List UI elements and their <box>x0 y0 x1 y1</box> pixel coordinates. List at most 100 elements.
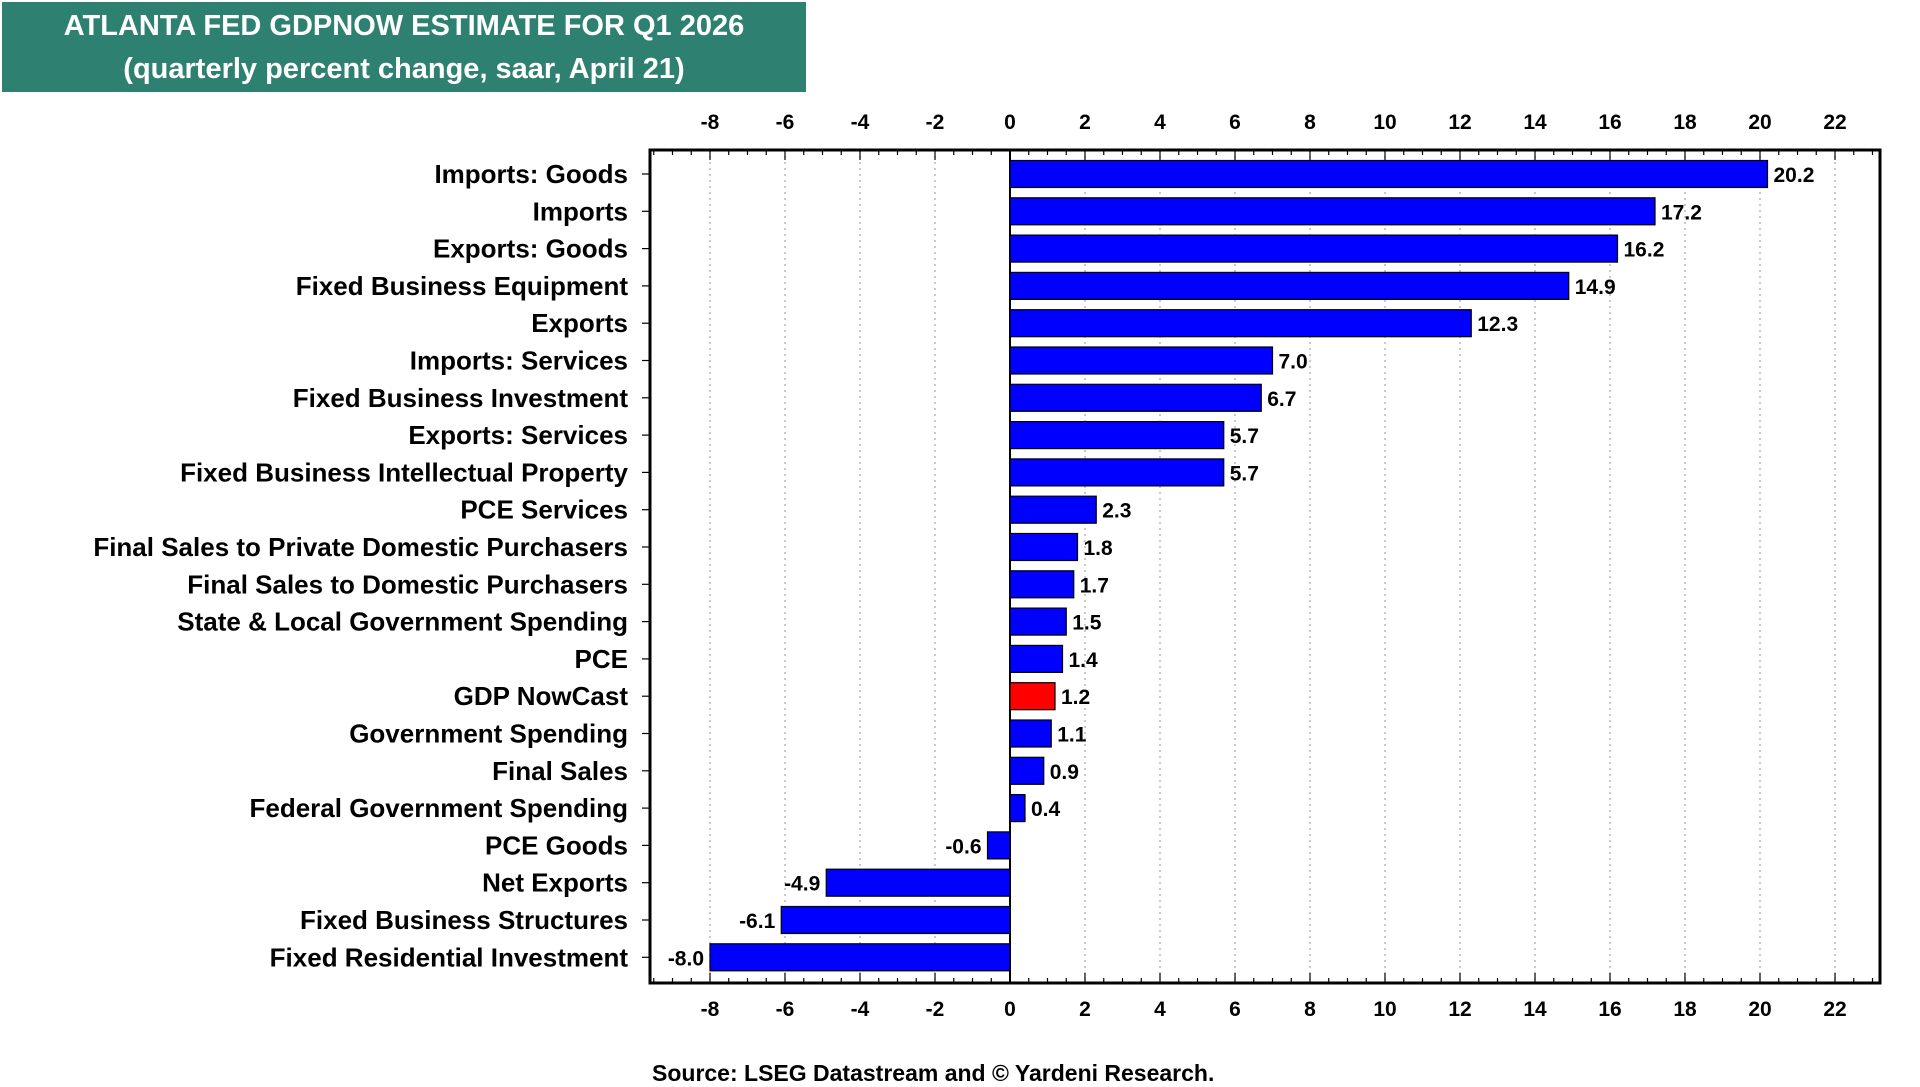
value-label: -0.6 <box>945 835 981 858</box>
bottom-tick-label: 8 <box>1304 998 1316 1021</box>
top-tick-label: 14 <box>1523 111 1547 134</box>
bottom-tick-label: 12 <box>1448 998 1471 1021</box>
category-label: Imports <box>533 196 628 226</box>
bottom-tick-label: 6 <box>1229 998 1241 1021</box>
category-label: Final Sales to Domestic Purchasers <box>187 569 628 599</box>
bar <box>1009 719 1052 748</box>
bar <box>1009 682 1056 711</box>
value-label: 14.9 <box>1575 276 1616 299</box>
bar <box>986 831 1011 860</box>
top-tick-label: -8 <box>701 111 720 134</box>
value-label: 20.2 <box>1774 164 1815 187</box>
bar <box>1009 495 1097 524</box>
top-tick-label: 2 <box>1079 111 1091 134</box>
bar <box>1009 532 1079 562</box>
bar <box>1009 234 1619 263</box>
value-label: -4.9 <box>784 873 820 896</box>
bar <box>1009 570 1075 599</box>
source-note: Source: LSEG Datastream and © Yardeni Re… <box>652 1060 1215 1086</box>
chart-title: ATLANTA FED GDPNOW ESTIMATE FOR Q1 2026 <box>63 10 745 42</box>
category-label: Fixed Business Equipment <box>296 271 629 301</box>
top-tick-label: 10 <box>1373 111 1396 134</box>
bar <box>709 943 1011 972</box>
bottom-tick-label: -4 <box>851 998 870 1021</box>
value-label: 1.4 <box>1069 649 1099 672</box>
category-label: Exports: Services <box>408 420 628 450</box>
category-label: Imports: Goods <box>434 159 628 189</box>
category-label: State & Local Government Spending <box>177 607 628 637</box>
value-label: 1.7 <box>1080 574 1109 597</box>
top-tick-label: 16 <box>1598 111 1621 134</box>
top-tick-label: 18 <box>1673 111 1697 134</box>
bottom-tick-label: 2 <box>1079 998 1091 1021</box>
bar <box>1009 607 1067 636</box>
bottom-tick-label: -8 <box>701 998 720 1021</box>
category-label: Imports: Services <box>410 346 628 376</box>
top-tick-label: 8 <box>1304 111 1316 134</box>
category-label: Exports: Goods <box>433 234 628 264</box>
value-label: 5.7 <box>1230 425 1259 448</box>
bar <box>1009 346 1274 375</box>
value-label: 0.4 <box>1031 798 1061 821</box>
value-label: 7.0 <box>1279 351 1308 374</box>
category-label: Fixed Business Investment <box>293 383 629 413</box>
bottom-tick-label: 10 <box>1373 998 1396 1021</box>
value-label: 1.5 <box>1072 612 1102 635</box>
bar <box>1009 644 1064 674</box>
bar <box>1009 383 1262 412</box>
category-label: PCE Services <box>460 495 628 525</box>
bar <box>825 868 1011 897</box>
category-label: Federal Government Spending <box>249 793 628 823</box>
category-label: Fixed Residential Investment <box>270 942 629 972</box>
value-label: 2.3 <box>1102 500 1131 523</box>
category-label: Government Spending <box>349 719 628 749</box>
value-label: 1.1 <box>1057 724 1087 747</box>
bottom-tick-label: 16 <box>1598 998 1621 1021</box>
bottom-tick-label: 14 <box>1523 998 1547 1021</box>
value-label: 0.9 <box>1050 761 1079 784</box>
bottom-tick-label: 22 <box>1823 998 1846 1021</box>
bar <box>780 905 1011 935</box>
top-tick-label: 20 <box>1748 111 1771 134</box>
bottom-tick-label: 4 <box>1154 998 1166 1021</box>
bottom-tick-label: 0 <box>1004 998 1016 1021</box>
value-label: 6.7 <box>1267 388 1296 411</box>
value-label: 5.7 <box>1230 462 1259 485</box>
category-label: Net Exports <box>482 868 628 898</box>
top-tick-label: 6 <box>1229 111 1241 134</box>
top-tick-label: -2 <box>926 111 945 134</box>
top-tick-label: -4 <box>851 111 870 134</box>
category-label: Fixed Business Intellectual Property <box>180 457 628 487</box>
bottom-tick-label: 18 <box>1673 998 1697 1021</box>
bar <box>1009 421 1225 450</box>
bottom-tick-label: -2 <box>926 998 945 1021</box>
bottom-tick-label: 20 <box>1748 998 1771 1021</box>
bar <box>1009 458 1225 487</box>
plot-frame <box>648 148 1882 985</box>
category-label: PCE <box>575 644 628 674</box>
category-label: Final Sales to Private Domestic Purchase… <box>93 532 628 562</box>
top-tick-label: -6 <box>776 111 795 134</box>
top-tick-label: 22 <box>1823 111 1846 134</box>
category-label: Final Sales <box>492 756 628 786</box>
bar <box>1009 309 1472 338</box>
category-label: Exports <box>531 308 628 338</box>
bar <box>1009 271 1570 300</box>
bar <box>1009 756 1045 785</box>
bar <box>1009 793 1026 823</box>
category-label: Fixed Business Structures <box>300 905 628 935</box>
top-tick-label: 12 <box>1448 111 1471 134</box>
value-label: 12.3 <box>1477 313 1518 336</box>
chart-subtitle: (quarterly percent change, saar, April 2… <box>123 53 685 85</box>
bar <box>1009 159 1769 189</box>
bottom-tick-label: -6 <box>776 998 795 1021</box>
bar <box>1009 197 1656 226</box>
value-label: -6.1 <box>739 910 776 933</box>
category-label: PCE Goods <box>485 830 628 860</box>
category-label: GDP NowCast <box>454 681 629 711</box>
top-tick-label: 4 <box>1154 111 1166 134</box>
top-tick-label: 0 <box>1004 111 1016 134</box>
value-label: 1.2 <box>1061 686 1090 709</box>
value-label: 17.2 <box>1661 201 1702 224</box>
value-label: -8.0 <box>668 947 704 970</box>
